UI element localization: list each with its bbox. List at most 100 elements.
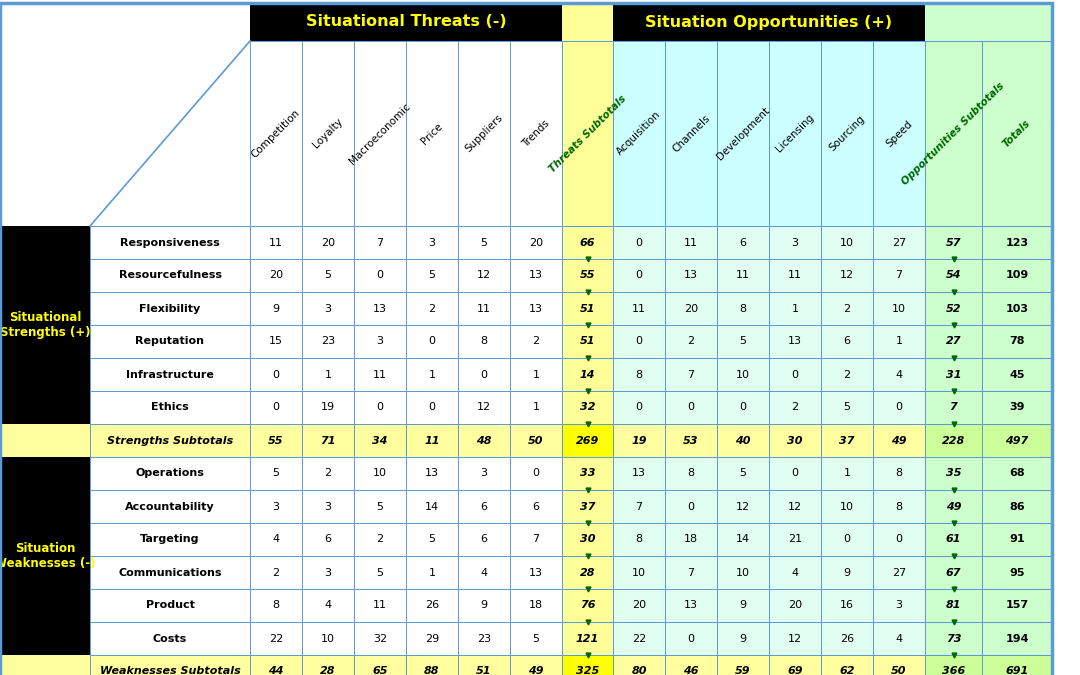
Text: 95: 95	[1009, 568, 1025, 578]
Text: 9: 9	[843, 568, 851, 578]
FancyBboxPatch shape	[717, 457, 769, 490]
FancyBboxPatch shape	[562, 556, 613, 589]
FancyBboxPatch shape	[354, 226, 406, 259]
FancyBboxPatch shape	[924, 259, 982, 292]
Text: 50: 50	[891, 666, 907, 675]
Text: 0: 0	[635, 238, 643, 248]
Text: 103: 103	[1005, 304, 1028, 313]
Text: 13: 13	[529, 271, 543, 281]
FancyBboxPatch shape	[821, 523, 873, 556]
FancyBboxPatch shape	[982, 41, 1052, 226]
Text: 15: 15	[269, 337, 283, 346]
Text: 7: 7	[532, 535, 540, 545]
FancyBboxPatch shape	[613, 457, 665, 490]
Text: 52: 52	[946, 304, 961, 313]
Text: 4: 4	[481, 568, 487, 578]
Text: 10: 10	[632, 568, 646, 578]
FancyBboxPatch shape	[302, 457, 354, 490]
FancyBboxPatch shape	[665, 325, 717, 358]
FancyBboxPatch shape	[249, 391, 302, 424]
FancyBboxPatch shape	[406, 226, 458, 259]
FancyBboxPatch shape	[924, 523, 982, 556]
Text: 18: 18	[684, 535, 698, 545]
Text: 45: 45	[1009, 369, 1025, 379]
FancyBboxPatch shape	[302, 226, 354, 259]
FancyBboxPatch shape	[0, 424, 90, 457]
FancyBboxPatch shape	[406, 622, 458, 655]
FancyBboxPatch shape	[90, 523, 249, 556]
FancyBboxPatch shape	[924, 556, 982, 589]
Text: 35: 35	[946, 468, 961, 479]
Text: 3: 3	[429, 238, 435, 248]
FancyBboxPatch shape	[821, 622, 873, 655]
Text: 78: 78	[1009, 337, 1025, 346]
FancyBboxPatch shape	[354, 259, 406, 292]
Text: 0: 0	[635, 337, 643, 346]
FancyBboxPatch shape	[249, 556, 302, 589]
FancyBboxPatch shape	[769, 391, 821, 424]
FancyBboxPatch shape	[406, 41, 458, 226]
FancyBboxPatch shape	[302, 523, 354, 556]
Text: Loyalty: Loyalty	[311, 117, 345, 151]
Text: 54: 54	[946, 271, 961, 281]
FancyBboxPatch shape	[249, 622, 302, 655]
FancyBboxPatch shape	[90, 655, 249, 675]
FancyBboxPatch shape	[90, 358, 249, 391]
Text: 30: 30	[580, 535, 595, 545]
FancyBboxPatch shape	[924, 292, 982, 325]
Text: 34: 34	[373, 435, 388, 446]
Text: 88: 88	[424, 666, 440, 675]
Text: 1: 1	[532, 369, 540, 379]
Text: 20: 20	[529, 238, 543, 248]
FancyBboxPatch shape	[249, 358, 302, 391]
Text: 157: 157	[1005, 601, 1028, 610]
Text: 21: 21	[788, 535, 802, 545]
FancyBboxPatch shape	[821, 325, 873, 358]
Text: 0: 0	[688, 634, 694, 643]
Text: 0: 0	[635, 402, 643, 412]
Text: Resourcefulness: Resourcefulness	[119, 271, 221, 281]
Text: 0: 0	[429, 402, 435, 412]
FancyBboxPatch shape	[302, 556, 354, 589]
FancyBboxPatch shape	[717, 259, 769, 292]
FancyBboxPatch shape	[90, 490, 249, 523]
Text: 5: 5	[429, 271, 435, 281]
FancyBboxPatch shape	[354, 325, 406, 358]
FancyBboxPatch shape	[873, 622, 924, 655]
Text: Price: Price	[419, 121, 445, 146]
Text: 29: 29	[424, 634, 440, 643]
Text: 59: 59	[735, 666, 751, 675]
Text: 8: 8	[635, 535, 643, 545]
Text: 13: 13	[684, 601, 698, 610]
FancyBboxPatch shape	[302, 490, 354, 523]
FancyBboxPatch shape	[562, 622, 613, 655]
FancyBboxPatch shape	[406, 391, 458, 424]
Text: 5: 5	[481, 238, 487, 248]
FancyBboxPatch shape	[406, 358, 458, 391]
FancyBboxPatch shape	[873, 391, 924, 424]
FancyBboxPatch shape	[510, 556, 562, 589]
FancyBboxPatch shape	[458, 490, 510, 523]
Text: 3: 3	[272, 502, 280, 512]
FancyBboxPatch shape	[717, 358, 769, 391]
Text: 0: 0	[843, 535, 851, 545]
Text: 13: 13	[632, 468, 646, 479]
FancyBboxPatch shape	[873, 589, 924, 622]
Text: 2: 2	[843, 304, 851, 313]
Text: 0: 0	[792, 369, 798, 379]
Text: 0: 0	[688, 402, 694, 412]
Text: 37: 37	[839, 435, 854, 446]
Text: 8: 8	[740, 304, 746, 313]
FancyBboxPatch shape	[821, 424, 873, 457]
FancyBboxPatch shape	[562, 41, 613, 226]
FancyBboxPatch shape	[873, 490, 924, 523]
Text: 3: 3	[377, 337, 383, 346]
Text: 55: 55	[580, 271, 595, 281]
FancyBboxPatch shape	[769, 424, 821, 457]
Text: 1: 1	[532, 402, 540, 412]
Text: Sourcing: Sourcing	[827, 114, 867, 153]
Text: Totals: Totals	[1001, 117, 1032, 149]
Text: 73: 73	[946, 634, 961, 643]
FancyBboxPatch shape	[769, 41, 821, 226]
FancyBboxPatch shape	[354, 490, 406, 523]
